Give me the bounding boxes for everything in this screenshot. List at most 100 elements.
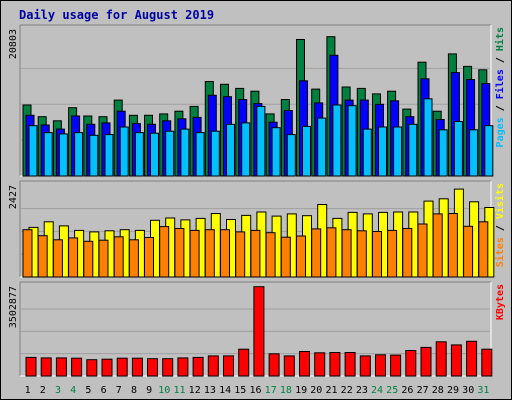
day-label-11: 11 bbox=[173, 385, 185, 396]
bar-kbytes-day-14 bbox=[223, 355, 234, 377]
day-axis-labels: 1 2 3 4 5 6 7 8 9 10 11 12 13 14 15 16 17 18 19 20 21 22 23 24 2… bbox=[25, 385, 490, 396]
legend: Sites / Visits bbox=[494, 183, 506, 267]
bar-sites-day-19 bbox=[296, 235, 306, 278]
bar-kbytes-day-18 bbox=[283, 355, 295, 377]
bar-pages-day-10 bbox=[165, 130, 175, 177]
bar-sites-day-21 bbox=[326, 227, 337, 278]
legend-sites: Sites bbox=[494, 237, 506, 267]
bar-kbytes-day-11 bbox=[177, 357, 189, 377]
day-label-26: 26 bbox=[401, 385, 413, 396]
day-label-16: 16 bbox=[249, 385, 261, 396]
bar-pages-day-28 bbox=[438, 129, 448, 177]
bar-kbytes-day-6 bbox=[101, 358, 113, 377]
bar-pages-day-17 bbox=[271, 127, 281, 177]
panel-3: 3502877 KBytes bbox=[8, 281, 506, 377]
bar-pages-day-6 bbox=[104, 134, 114, 177]
legend-hits: Hits bbox=[494, 27, 506, 51]
day-label-15: 15 bbox=[234, 385, 246, 396]
legend: Pages / Files / Hits bbox=[494, 27, 506, 147]
bar-pages-day-4 bbox=[74, 132, 84, 177]
y-max-label: 3502877 bbox=[8, 286, 19, 328]
bar-sites-day-11 bbox=[174, 228, 185, 278]
bar-pages-day-9 bbox=[150, 132, 159, 177]
bar-pages-day-14 bbox=[226, 123, 235, 177]
bar-kbytes-day-26 bbox=[405, 350, 417, 377]
day-label-21: 21 bbox=[325, 385, 337, 396]
bar-kbytes-day-8 bbox=[131, 357, 143, 377]
day-label-17: 17 bbox=[265, 385, 277, 396]
bar-sites-day-7 bbox=[113, 236, 124, 278]
day-label-9: 9 bbox=[146, 385, 152, 396]
bar-pages-day-31 bbox=[484, 125, 494, 177]
bar-pages-day-16 bbox=[256, 105, 266, 177]
bar-kbytes-day-30 bbox=[466, 340, 478, 377]
bar-kbytes-day-27 bbox=[420, 346, 432, 377]
bar-pages-day-30 bbox=[469, 129, 479, 177]
bar-sites-day-8 bbox=[128, 239, 139, 278]
bar-kbytes-day-31 bbox=[481, 348, 493, 377]
chart-panels: 20803 Pages / Files / Hits 2427 Sites / Vis… bbox=[8, 24, 506, 377]
bar-sites-day-26 bbox=[402, 228, 413, 278]
day-label-8: 8 bbox=[131, 385, 137, 396]
bar-kbytes-day-23 bbox=[359, 355, 371, 377]
bar-sites-day-2 bbox=[37, 235, 48, 278]
day-label-29: 29 bbox=[447, 385, 459, 396]
bar-pages-day-12 bbox=[195, 132, 205, 177]
day-label-25: 25 bbox=[386, 385, 398, 396]
day-label-28: 28 bbox=[432, 385, 444, 396]
legend-kbytes: KBytes bbox=[495, 284, 506, 320]
bar-sites-day-17 bbox=[265, 232, 276, 278]
bar-sites-day-25 bbox=[387, 229, 398, 278]
day-label-4: 4 bbox=[70, 385, 76, 396]
bar-pages-day-20 bbox=[317, 117, 327, 177]
bar-kbytes-day-24 bbox=[375, 354, 386, 377]
bar-sites-day-24 bbox=[372, 231, 382, 278]
bar-pages-day-26 bbox=[408, 123, 418, 177]
bar-pages-day-7 bbox=[119, 126, 129, 177]
bar-pages-day-5 bbox=[89, 134, 99, 177]
bar-pages-day-15 bbox=[241, 122, 251, 177]
bar-pages-day-19 bbox=[302, 125, 311, 177]
bar-pages-day-1 bbox=[28, 125, 38, 177]
bar-kbytes-day-13 bbox=[207, 355, 219, 377]
bar-sites-day-3 bbox=[52, 239, 63, 278]
bar-sites-day-30 bbox=[463, 225, 474, 278]
day-label-7: 7 bbox=[116, 385, 122, 396]
bar-sites-day-31 bbox=[478, 221, 489, 278]
bar-pages-day-25 bbox=[393, 126, 403, 177]
bar-pages-day-18 bbox=[286, 134, 296, 177]
day-label-5: 5 bbox=[85, 385, 91, 396]
day-label-24: 24 bbox=[371, 385, 383, 396]
bar-kbytes-day-28 bbox=[435, 341, 447, 377]
bar-sites-day-5 bbox=[83, 240, 94, 278]
day-label-13: 13 bbox=[204, 385, 216, 396]
bar-sites-day-27 bbox=[417, 223, 428, 278]
day-label-6: 6 bbox=[101, 385, 107, 396]
bar-kbytes-day-3 bbox=[55, 357, 67, 377]
bar-kbytes-day-7 bbox=[116, 357, 128, 377]
legend- /: / bbox=[495, 51, 506, 69]
bar-kbytes-day-1 bbox=[25, 356, 37, 377]
bar-sites-day-28 bbox=[432, 213, 443, 278]
bar-sites-day-20 bbox=[311, 228, 322, 278]
bar-kbytes-day-16 bbox=[253, 286, 265, 377]
bar-pages-day-11 bbox=[180, 128, 190, 177]
y-max-label: 20803 bbox=[8, 29, 19, 59]
day-label-30: 30 bbox=[462, 385, 474, 396]
bar-pages-day-29 bbox=[453, 121, 463, 177]
bar-sites-day-13 bbox=[204, 229, 215, 278]
bar-kbytes-day-4 bbox=[71, 357, 83, 377]
series-kbytes bbox=[25, 286, 493, 377]
day-label-2: 2 bbox=[40, 385, 46, 396]
bar-sites-day-18 bbox=[280, 236, 291, 278]
bar-kbytes-day-9 bbox=[147, 358, 158, 377]
bar-kbytes-day-29 bbox=[450, 344, 462, 377]
legend- /: / bbox=[495, 99, 506, 117]
bar-sites-day-14 bbox=[220, 229, 230, 278]
legend- /: / bbox=[495, 219, 506, 237]
day-label-18: 18 bbox=[280, 385, 292, 396]
bar-kbytes-day-25 bbox=[390, 354, 402, 377]
bar-sites-day-1 bbox=[22, 229, 33, 278]
